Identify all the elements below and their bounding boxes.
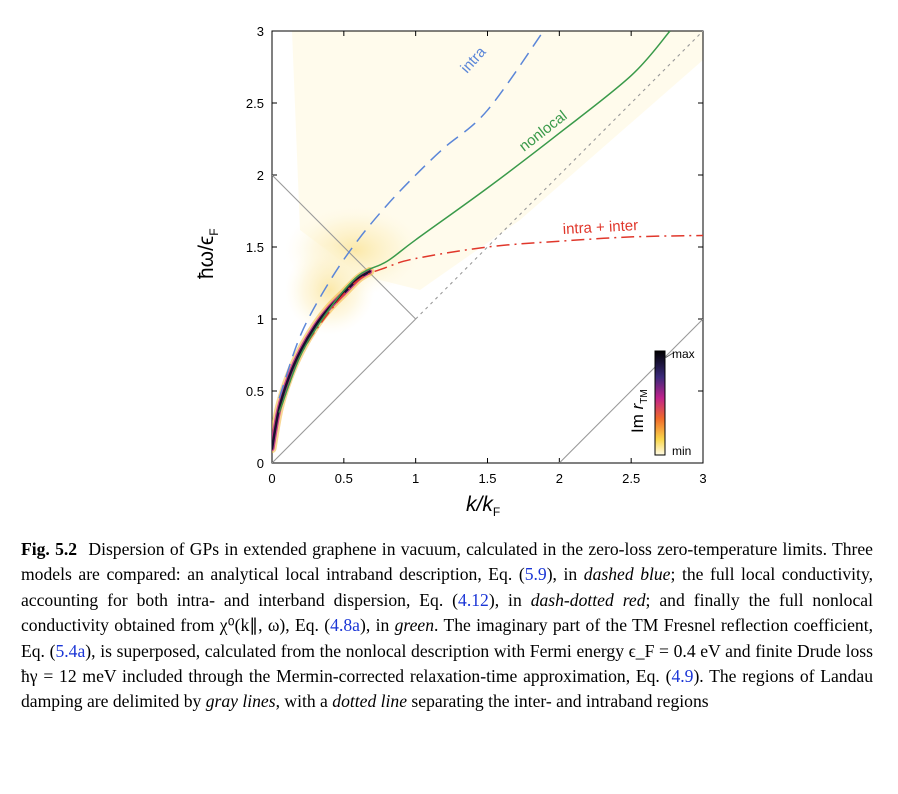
heatmap-background — [285, 31, 703, 335]
dispersion-curves — [278, 31, 703, 413]
x-tick-label: 3 — [699, 471, 706, 486]
series--2-f-v-f-k — [272, 174, 417, 320]
x-tick-label: 1 — [412, 471, 419, 486]
equation-link[interactable]: 4.9 — [671, 666, 694, 687]
caption-text: Dispersion of GPs in extended graphene i… — [21, 539, 873, 585]
caption-text: . The imaginary part of the TM Fresnel r… — [21, 615, 873, 661]
figure-number: Fig. 5.2 — [21, 539, 78, 559]
series-intra-inter — [278, 234, 703, 413]
equation-link[interactable]: 5.4a — [55, 640, 86, 661]
tick-labels: 0 0.5 1 1.5 2 2.5 3 0 0.5 1 1.5 2 2.5 3 — [246, 24, 707, 486]
caption-text: ), is superposed, calculated from the no… — [21, 640, 873, 687]
series-intra — [278, 31, 545, 399]
colorbar: max min Im rTM — [628, 347, 695, 458]
series--v-f-k-solid- — [272, 318, 417, 463]
colorbar-title: Im rTM — [628, 389, 650, 433]
y-tick-label: 2.5 — [246, 96, 264, 111]
equation-link[interactable]: 4.8a — [330, 615, 360, 636]
y-tick-label: 1.5 — [246, 240, 264, 255]
y-tick-label: 3 — [257, 24, 264, 39]
y-axis-label: ħω/ϵF — [195, 228, 221, 279]
dispersion-figure: 0 0.5 1 1.5 2 2.5 300.511.522.53 intra nonloca… — [195, 24, 707, 519]
equation-link[interactable]: 5.9 — [524, 564, 547, 585]
y-tick-label: 1 — [257, 312, 264, 327]
caption-emphasis: green — [394, 615, 435, 636]
y-tick-label: 0 — [257, 456, 264, 471]
caption-text: separating the inter- and intraband regi… — [407, 691, 709, 712]
series--v-f-k-2-f — [558, 318, 703, 463]
caption-emphasis: dash-dotted red — [530, 589, 646, 610]
figure-caption: Fig. 5.2 Dispersion of GPs in extended g… — [21, 537, 873, 715]
caption-text: ), in — [359, 615, 395, 636]
caption-text: ; and finally the full nonlocal conducti… — [21, 589, 873, 636]
x-tick-label: 0 — [268, 471, 275, 486]
caption-text: ; the full local conductivity, accountin… — [21, 564, 873, 610]
colorbar-gradient — [654, 350, 666, 456]
label-intra-inter: intra + inter — [562, 217, 638, 238]
x-tick-label: 0.5 — [335, 471, 353, 486]
axis-ticks — [271, 30, 704, 464]
caption-emphasis: gray lines — [205, 691, 276, 712]
caption-emphasis: dotted line — [332, 691, 408, 712]
x-axis-label: k/kF — [466, 493, 500, 519]
caption-text: ). The regions of Landau damping are del… — [21, 666, 873, 712]
im-rtm-resonance-peak — [272, 270, 371, 450]
y-tick-label: 2 — [257, 168, 264, 183]
colorbar-max-label: max — [672, 347, 695, 361]
equation-link[interactable]: 4.12 — [458, 589, 489, 610]
caption-text: ), in — [488, 589, 531, 610]
caption-text: ), in — [546, 564, 584, 585]
x-tick-label: 2.5 — [622, 471, 640, 486]
caption-emphasis: dashed blue — [583, 564, 671, 585]
series-nonlocal — [278, 31, 671, 413]
x-tick-label: 1.5 — [478, 471, 496, 486]
series--v-f-k-dotted- — [415, 31, 703, 320]
landau-damping-lines — [272, 31, 703, 463]
y-tick-label: 0.5 — [246, 384, 264, 399]
colorbar-min-label: min — [672, 444, 691, 458]
x-tick-label: 2 — [556, 471, 563, 486]
caption-text: , with a — [275, 691, 333, 712]
